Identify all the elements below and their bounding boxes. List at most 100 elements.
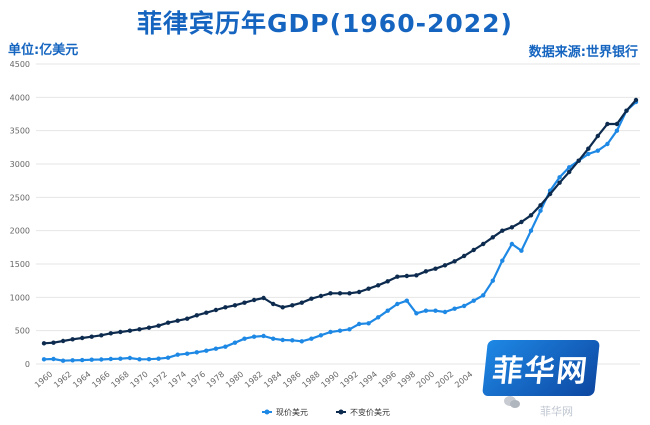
legend-marker xyxy=(264,409,270,415)
series-group xyxy=(41,97,639,363)
x-tick-label: 2002 xyxy=(434,370,455,390)
data-point xyxy=(156,323,161,328)
data-point xyxy=(452,259,457,264)
data-point xyxy=(137,357,142,362)
data-point xyxy=(576,158,581,163)
data-point xyxy=(251,297,257,303)
wechat-icon xyxy=(504,396,520,408)
x-tick-label: 1980 xyxy=(224,370,245,390)
x-axis-ticks: 1960196219641966196819701972197419761978… xyxy=(33,370,475,390)
x-tick-label: 1996 xyxy=(377,370,398,390)
data-point xyxy=(347,327,352,332)
data-point xyxy=(385,279,390,284)
data-point xyxy=(471,247,476,253)
data-point xyxy=(156,356,161,361)
data-point xyxy=(423,269,429,274)
unit-label: 单位:亿美元 xyxy=(8,43,79,58)
data-point xyxy=(165,320,171,325)
data-point xyxy=(213,346,219,351)
data-point xyxy=(290,303,295,308)
data-point xyxy=(442,309,448,315)
data-point xyxy=(490,278,495,283)
y-tick-label: 1500 xyxy=(10,260,30,269)
x-tick-label: 1988 xyxy=(300,370,321,390)
data-point xyxy=(99,333,104,338)
data-point xyxy=(80,335,85,341)
data-point xyxy=(280,305,285,310)
x-tick-label: 1990 xyxy=(319,370,340,390)
data-point xyxy=(89,334,94,339)
data-point xyxy=(146,325,152,330)
data-point xyxy=(528,213,534,218)
x-tick-label: 2000 xyxy=(415,370,436,390)
data-point xyxy=(519,248,524,253)
data-point xyxy=(614,121,620,127)
data-point xyxy=(213,307,219,313)
x-tick-label: 1978 xyxy=(205,370,226,390)
data-point xyxy=(146,357,152,362)
x-tick-label: 1970 xyxy=(128,370,149,390)
data-point xyxy=(108,356,114,362)
y-tick-label: 500 xyxy=(15,327,30,336)
data-point xyxy=(452,306,457,311)
x-tick-label: 2004 xyxy=(453,370,474,390)
x-tick-label: 1972 xyxy=(148,370,169,390)
data-point xyxy=(309,336,314,341)
data-point xyxy=(290,338,295,343)
legend-label: 现价美元 xyxy=(276,407,308,417)
data-point xyxy=(60,358,66,363)
data-point xyxy=(41,357,47,362)
data-point xyxy=(567,165,572,170)
y-tick-label: 4500 xyxy=(10,60,30,69)
data-point xyxy=(433,266,438,271)
data-point xyxy=(404,273,409,279)
data-point xyxy=(586,146,591,151)
data-point xyxy=(376,283,381,288)
data-point xyxy=(595,148,600,153)
data-point xyxy=(614,128,620,133)
data-point xyxy=(328,291,333,296)
x-tick-label: 1964 xyxy=(71,370,92,390)
data-point xyxy=(99,357,104,362)
data-point xyxy=(481,293,486,298)
x-tick-label: 1976 xyxy=(186,370,207,390)
data-point xyxy=(261,333,266,339)
data-point xyxy=(41,341,47,346)
x-tick-label: 1992 xyxy=(339,370,360,390)
data-point xyxy=(185,351,190,356)
legend-marker xyxy=(338,409,344,415)
data-point xyxy=(118,329,123,335)
data-point xyxy=(347,291,352,296)
data-point xyxy=(204,348,209,353)
data-point xyxy=(232,340,238,345)
data-point xyxy=(271,301,276,307)
x-tick-label: 1962 xyxy=(52,370,73,390)
x-tick-label: 1968 xyxy=(109,370,130,390)
data-point xyxy=(414,273,419,278)
y-tick-label: 2000 xyxy=(10,227,30,236)
data-point xyxy=(376,315,381,320)
data-point xyxy=(461,253,467,259)
data-point xyxy=(175,318,180,323)
data-point xyxy=(557,180,562,185)
data-point xyxy=(509,241,515,247)
data-point xyxy=(299,300,304,305)
data-point xyxy=(271,336,276,341)
data-point xyxy=(366,286,371,291)
source-label: 数据来源:世界银行 xyxy=(528,45,638,60)
data-point xyxy=(356,321,362,327)
data-point xyxy=(395,301,400,307)
data-point xyxy=(204,310,209,315)
data-point xyxy=(605,141,610,147)
data-point xyxy=(223,305,228,310)
data-point xyxy=(509,225,515,230)
x-tick-label: 1984 xyxy=(262,370,283,390)
data-point xyxy=(318,333,324,338)
data-point xyxy=(337,291,343,296)
data-point xyxy=(51,340,56,345)
data-point xyxy=(395,274,400,279)
data-point xyxy=(89,357,94,362)
data-point xyxy=(108,331,114,336)
y-tick-label: 4000 xyxy=(10,93,30,102)
